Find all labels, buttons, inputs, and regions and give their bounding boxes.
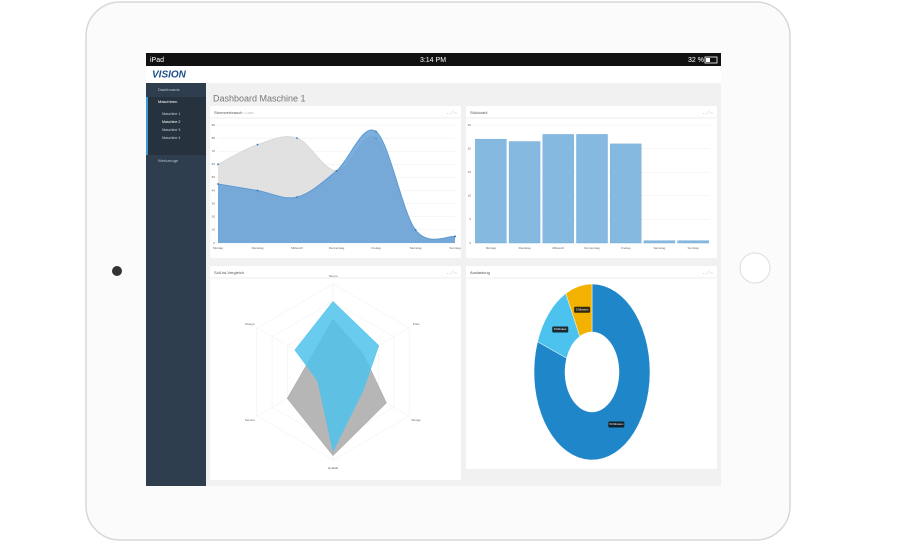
- radar-label: Preis: [413, 322, 420, 326]
- y-tick-label: 25: [468, 123, 472, 127]
- panel-title: Stückzahl: [470, 110, 487, 115]
- radar-label: Qualität: [328, 466, 339, 470]
- data-point: [375, 130, 377, 133]
- x-tick-label: Montag: [486, 246, 496, 250]
- bar: [643, 240, 676, 244]
- donut-label: 54 Minuten: [609, 422, 623, 426]
- tooltip-box: [608, 421, 625, 428]
- data-point: [256, 143, 259, 146]
- x-tick-label: Samstag: [654, 246, 666, 250]
- radar-area: [294, 301, 380, 453]
- tooltip-box: [552, 326, 569, 333]
- header: [146, 66, 721, 83]
- nav-subitem[interactable]: Maschine 4: [162, 136, 180, 140]
- bar: [508, 141, 541, 244]
- x-tick-label: Dienstag: [519, 246, 531, 250]
- nav-item[interactable]: Werkzeuge: [158, 158, 179, 163]
- x-tick-label: Donnerstag: [329, 246, 345, 250]
- data-point: [414, 228, 417, 231]
- status-bar: [146, 53, 721, 66]
- y-tick-label: 40: [212, 188, 216, 192]
- y-tick-label: 20: [468, 146, 472, 150]
- y-tick-label: 20: [212, 215, 216, 219]
- donut-label: 8 Minuten: [554, 327, 567, 331]
- radar-label: Service: [245, 418, 255, 422]
- tooltip-box: [574, 306, 591, 313]
- battery-level: [706, 58, 710, 62]
- bar: [475, 138, 507, 244]
- device-label: iPad: [150, 57, 164, 64]
- nav-item[interactable]: Dashboards: [158, 87, 180, 92]
- y-tick-label: 60: [212, 162, 216, 166]
- y-tick-label: 90: [212, 123, 216, 127]
- y-tick-label: 15: [468, 170, 472, 174]
- donut-segment: [533, 283, 651, 461]
- nav-item[interactable]: Maschinen: [158, 99, 177, 104]
- bar: [677, 240, 709, 244]
- panel-controls[interactable]: ⌄ ⤢ ×: [702, 270, 714, 275]
- y-tick-label: 0: [469, 241, 471, 245]
- x-tick-label: Mittwoch: [291, 246, 303, 250]
- data-point: [217, 163, 219, 166]
- panel-title: Auslastung: [470, 270, 490, 275]
- x-tick-label: Mittwoch: [552, 246, 564, 250]
- panel-controls[interactable]: ⌄ ⤢ ×: [702, 110, 714, 115]
- battery-icon: [704, 56, 718, 64]
- y-tick-label: 70: [212, 149, 216, 153]
- data-point: [335, 169, 338, 172]
- data-point: [296, 196, 298, 199]
- x-tick-label: Sonntag: [449, 246, 461, 250]
- y-tick-label: 0: [213, 241, 215, 245]
- radar-label: Tempo: [328, 274, 337, 278]
- area-fill: [218, 129, 455, 243]
- data-point: [217, 183, 219, 185]
- radar-label: Design: [245, 322, 255, 326]
- y-tick-label: 10: [468, 194, 472, 198]
- x-tick-label: Dienstag: [252, 246, 264, 250]
- x-tick-label: Freitag: [371, 246, 381, 250]
- panel-subtitle: in kWh: [244, 111, 254, 115]
- x-tick-label: Montag: [213, 246, 223, 250]
- clock: 3:14 PM: [420, 57, 446, 64]
- bar: [610, 143, 642, 244]
- camera: [112, 266, 122, 276]
- nav-subitem[interactable]: Maschine 1: [162, 112, 180, 116]
- logo[interactable]: VISION: [152, 70, 187, 81]
- y-tick-label: 10: [212, 228, 216, 232]
- panel-controls[interactable]: ⌄ ⤢ ×: [446, 270, 458, 275]
- bar: [576, 134, 608, 244]
- x-tick-label: Donnerstag: [584, 246, 600, 250]
- nav-subitem[interactable]: Maschine 2: [162, 120, 180, 124]
- x-tick-label: Sonntag: [688, 246, 700, 250]
- x-tick-label: Freitag: [621, 246, 631, 250]
- x-tick-label: Samstag: [410, 246, 422, 250]
- panel-title: Stromverbrauch: [214, 110, 242, 115]
- panel-title: Soll-Ist-Vergleich: [214, 270, 244, 275]
- nav-active-bar: [146, 97, 148, 155]
- bar: [542, 134, 574, 244]
- y-tick-label: 5: [469, 217, 471, 221]
- nav-group: [146, 97, 206, 155]
- battery-label: 32 %: [688, 57, 704, 64]
- data-point: [296, 137, 298, 140]
- y-tick-label: 80: [212, 136, 216, 140]
- donut-label: 5 Minuten: [576, 307, 589, 311]
- nav-subitem[interactable]: Maschine 3: [162, 128, 180, 132]
- page-title: Dashboard Maschine 1: [213, 93, 306, 103]
- y-tick-label: 50: [212, 175, 216, 179]
- radar-label: Menge: [412, 418, 422, 422]
- y-tick-label: 30: [212, 201, 216, 205]
- data-point: [454, 235, 456, 238]
- home-button[interactable]: [739, 252, 771, 284]
- panel-controls[interactable]: ⌄ ⤢ ×: [446, 110, 458, 115]
- data-point: [256, 189, 259, 192]
